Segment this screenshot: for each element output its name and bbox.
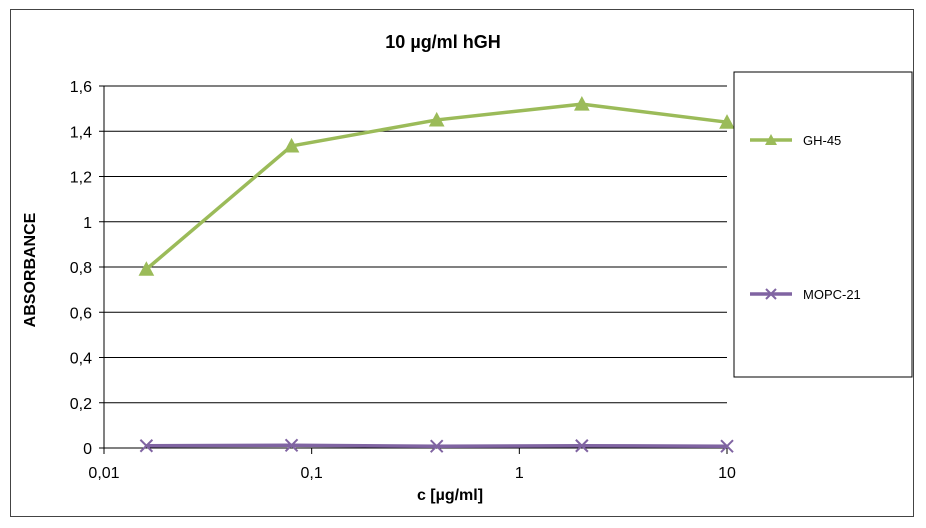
y-tick-label: 0,2: [70, 396, 92, 413]
data-point-x-stroke: [575, 439, 589, 453]
data-point-x: [575, 439, 589, 453]
legend-box: [733, 71, 913, 378]
data-point-x-stroke: [284, 438, 299, 452]
data-point-x: [720, 439, 734, 453]
y-tick-label: 0: [83, 441, 92, 458]
data-point-triangle: [719, 114, 735, 129]
x-tick-label: 10: [718, 465, 736, 482]
data-point-x: [429, 439, 444, 453]
x-axis-title: c [µg/ml]: [417, 487, 483, 504]
data-point-x-stroke: [720, 439, 734, 453]
data-point-triangle: [138, 261, 155, 276]
data-point-triangle: [428, 111, 445, 127]
data-point-x: [139, 439, 154, 453]
legend-marker-x: [765, 288, 777, 300]
x-tick-label: 0,1: [301, 465, 323, 482]
data-point-triangle: [283, 137, 300, 153]
series-line-gh-45: [145, 102, 728, 271]
legend-marker-triangle: [765, 134, 777, 145]
y-axis-title: ABSORBANCE: [22, 212, 39, 327]
legend-label: MOPC-21: [803, 287, 861, 302]
y-tick-label: 0,4: [70, 351, 92, 368]
chart-title: 10 µg/ml hGH: [385, 32, 500, 52]
y-tick-label: 0,6: [70, 305, 92, 322]
data-point-x: [284, 438, 299, 452]
x-tick-label: 1: [515, 465, 524, 482]
y-tick-label: 1,6: [70, 79, 92, 96]
y-tick-label: 1,4: [70, 124, 92, 141]
data-point-triangle: [574, 96, 590, 111]
y-tick-label: 0,8: [70, 260, 92, 277]
data-point-x-stroke: [139, 439, 154, 453]
data-point-x-stroke: [429, 439, 444, 453]
y-tick-label: 1: [83, 215, 92, 232]
x-tick-label: 0,01: [88, 465, 119, 482]
legend-label: GH-45: [803, 133, 841, 148]
y-tick-label: 1,2: [70, 170, 92, 187]
